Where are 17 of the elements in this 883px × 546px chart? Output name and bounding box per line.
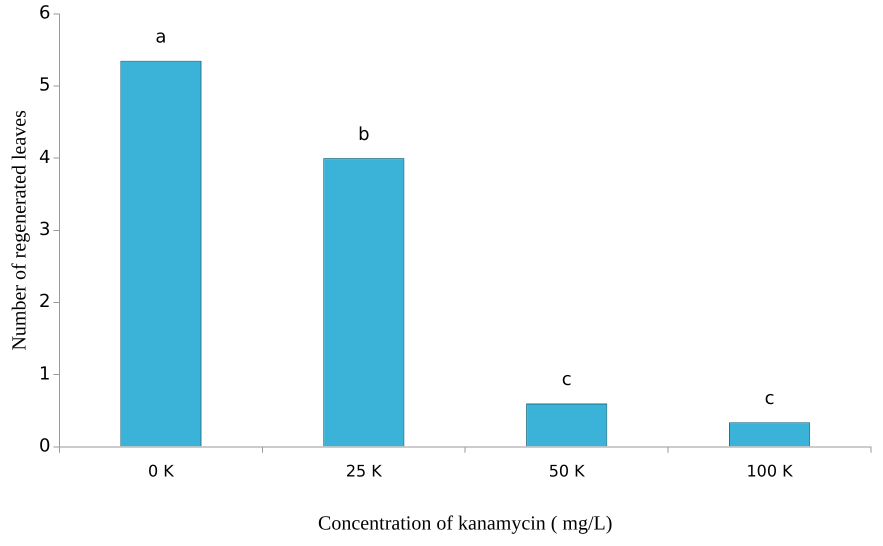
annotation: c	[562, 369, 572, 390]
x-axis-title: Concentration of kanamycin ( mg/L)	[318, 512, 612, 534]
x-tick-label: 0 K	[148, 462, 174, 481]
y-tick-label: 1	[39, 363, 50, 384]
x-tick-label: 50 K	[548, 462, 586, 481]
y-axis-title: Number of regenerated leaves	[8, 110, 30, 351]
x-tick-label: 25 K	[346, 462, 382, 481]
y-tick-label: 3	[39, 218, 50, 240]
annotation: c	[764, 388, 775, 409]
y-tick-label: 2	[39, 291, 50, 312]
y-tick-label: 4	[39, 146, 50, 168]
y-tick-label: 6	[39, 2, 50, 24]
x-tick-label: 100 K	[746, 462, 794, 481]
y-tick-label: 5	[39, 74, 50, 96]
y-tick-label: 0	[39, 435, 50, 456]
annotation: a	[155, 26, 166, 48]
annotation: b	[358, 124, 370, 145]
